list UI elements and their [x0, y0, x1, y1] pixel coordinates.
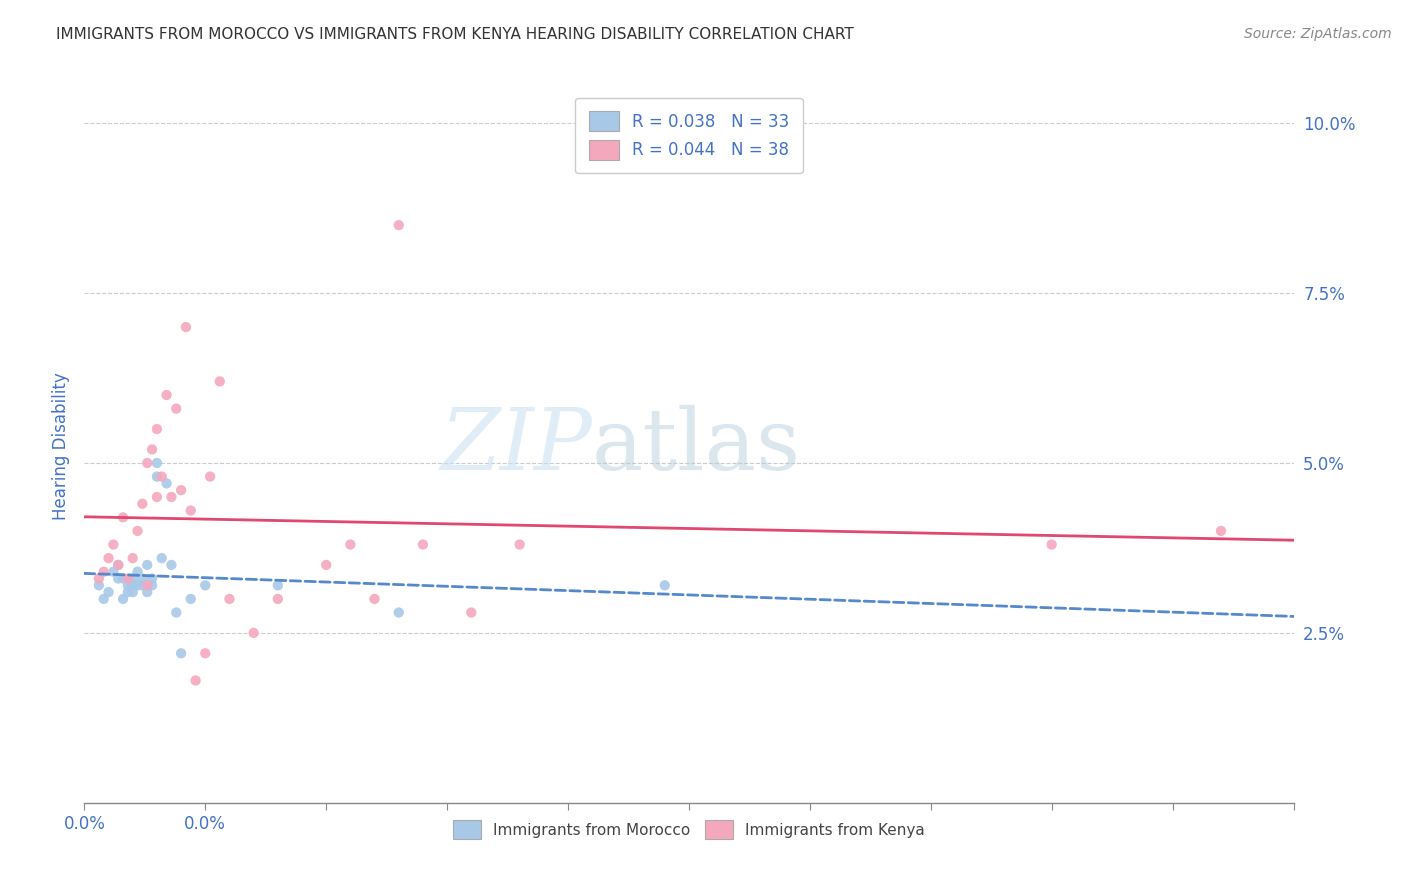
Point — [131, 497, 153, 511]
Point — [117, 578, 139, 592]
Point — [136, 585, 159, 599]
Point — [107, 572, 129, 586]
Point — [160, 558, 183, 572]
Point — [117, 572, 139, 586]
Point — [97, 551, 120, 566]
Point — [388, 218, 411, 232]
Point — [112, 572, 135, 586]
Point — [315, 558, 337, 572]
Point — [146, 469, 169, 483]
Point — [150, 551, 173, 566]
Point — [460, 606, 482, 620]
Point — [1209, 524, 1232, 538]
Point — [87, 578, 110, 592]
Point — [150, 469, 173, 483]
Point — [170, 483, 193, 498]
Text: atlas: atlas — [592, 404, 801, 488]
Point — [93, 565, 115, 579]
Point — [165, 401, 187, 416]
Point — [363, 591, 385, 606]
Point — [112, 591, 135, 606]
Point — [87, 572, 110, 586]
Point — [121, 585, 143, 599]
Point — [141, 572, 163, 586]
Point — [155, 388, 177, 402]
Point — [218, 591, 240, 606]
Legend: Immigrants from Morocco, Immigrants from Kenya: Immigrants from Morocco, Immigrants from… — [447, 814, 931, 845]
Point — [267, 578, 290, 592]
Point — [1040, 537, 1063, 551]
Point — [198, 469, 221, 483]
Point — [97, 585, 120, 599]
Text: Source: ZipAtlas.com: Source: ZipAtlas.com — [1244, 27, 1392, 41]
Point — [112, 510, 135, 524]
Point — [127, 524, 149, 538]
Text: ZIP: ZIP — [440, 405, 592, 487]
Point — [127, 565, 149, 579]
Point — [131, 572, 153, 586]
Point — [107, 558, 129, 572]
Point — [180, 591, 202, 606]
Y-axis label: Hearing Disability: Hearing Disability — [52, 372, 70, 520]
Point — [117, 585, 139, 599]
Text: IMMIGRANTS FROM MOROCCO VS IMMIGRANTS FROM KENYA HEARING DISABILITY CORRELATION : IMMIGRANTS FROM MOROCCO VS IMMIGRANTS FR… — [56, 27, 853, 42]
Point — [121, 572, 143, 586]
Point — [131, 578, 153, 592]
Point — [93, 591, 115, 606]
Point — [155, 476, 177, 491]
Point — [141, 442, 163, 457]
Point — [194, 578, 217, 592]
Point — [136, 578, 159, 592]
Point — [388, 606, 411, 620]
Point — [141, 578, 163, 592]
Point — [339, 537, 361, 551]
Point — [194, 646, 217, 660]
Point — [174, 320, 197, 334]
Point — [121, 578, 143, 592]
Point — [146, 422, 169, 436]
Point — [160, 490, 183, 504]
Point — [103, 565, 125, 579]
Point — [184, 673, 207, 688]
Point — [136, 558, 159, 572]
Point — [208, 375, 231, 389]
Point — [136, 456, 159, 470]
Point — [267, 591, 290, 606]
Point — [107, 558, 129, 572]
Point — [654, 578, 676, 592]
Point — [146, 456, 169, 470]
Point — [180, 503, 202, 517]
Point — [165, 606, 187, 620]
Point — [170, 646, 193, 660]
Point — [146, 490, 169, 504]
Point — [242, 626, 264, 640]
Point — [412, 537, 434, 551]
Point — [121, 551, 143, 566]
Point — [103, 537, 125, 551]
Point — [509, 537, 531, 551]
Point — [127, 578, 149, 592]
